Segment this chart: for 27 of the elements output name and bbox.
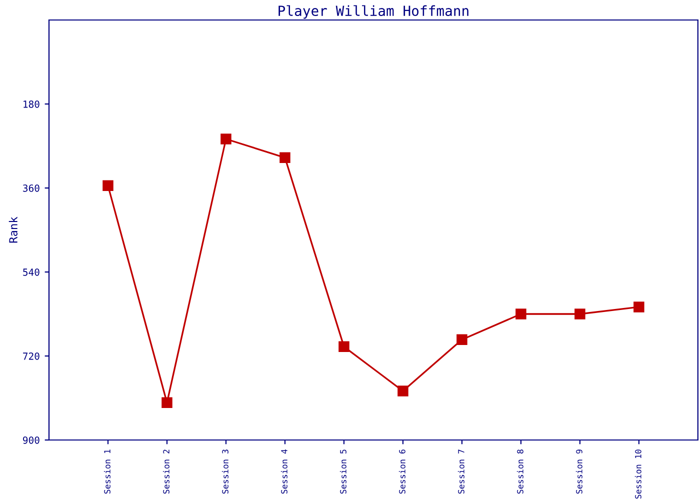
- point: [162, 397, 172, 408]
- point: [220, 134, 232, 144]
- x-tick-label: Session 10: [634, 450, 642, 499]
- x-tick-label: Session 1: [104, 450, 110, 494]
- y-tick-label: 360: [23, 184, 40, 192]
- x-tick-label: Session 5: [340, 450, 346, 494]
- y-axis-title: Rank: [8, 216, 18, 243]
- x-tick-label: Session 9: [576, 450, 582, 494]
- x-tick-label: Session 4: [280, 449, 288, 494]
- x-tick-label: Session 2: [162, 450, 170, 494]
- y-tick-label: 900: [23, 436, 40, 444]
- x-tick-label: Session 3: [222, 450, 228, 494]
- y-tick-label: 720: [23, 352, 40, 360]
- y-tick-label: 180: [24, 100, 40, 108]
- point: [574, 308, 586, 320]
- point: [280, 152, 290, 164]
- x-tick-label: Session 7: [458, 450, 464, 494]
- point: [338, 341, 350, 352]
- point: [634, 302, 644, 312]
- point: [456, 334, 468, 346]
- point: [516, 308, 526, 320]
- y-tick-label: 540: [23, 268, 40, 276]
- point: [102, 180, 114, 192]
- x-tick-label: Session 6: [398, 450, 406, 494]
- x-tick-label: Session 8: [516, 450, 524, 494]
- chart-title: Player William Hoffmann: [278, 5, 468, 19]
- point: [398, 386, 408, 396]
